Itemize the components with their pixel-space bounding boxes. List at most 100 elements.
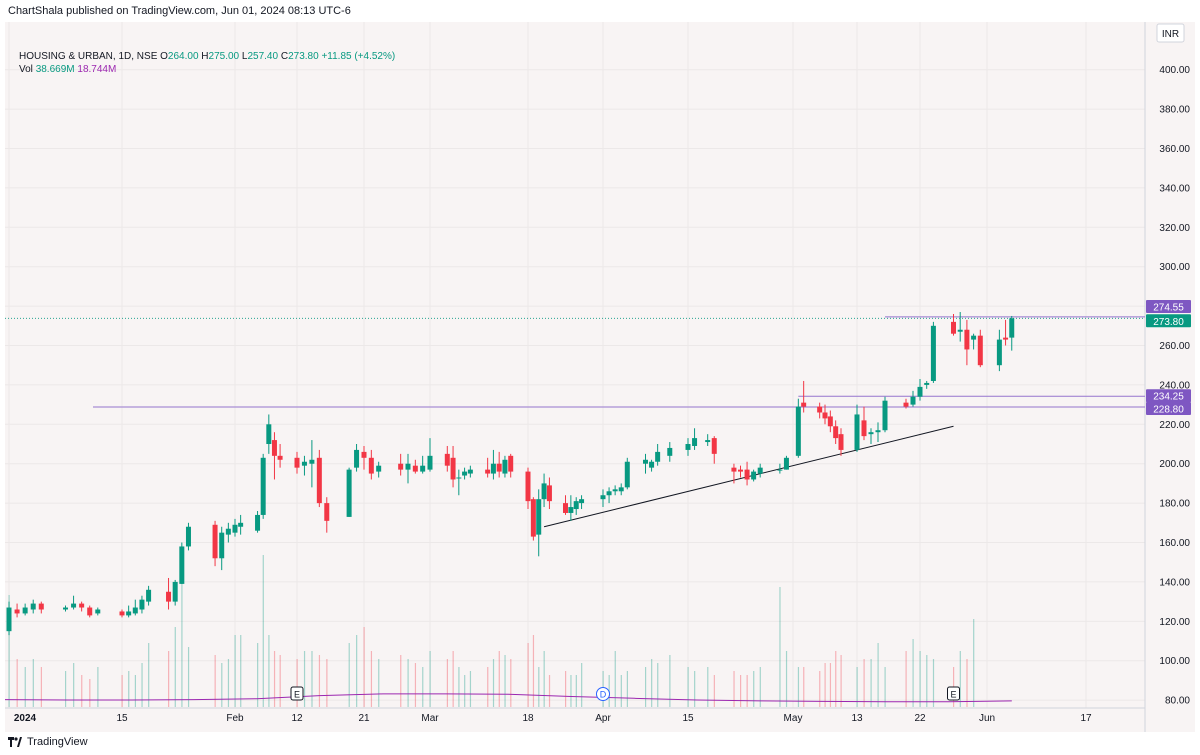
x-tick-label: 13 bbox=[851, 713, 863, 724]
candle-body bbox=[525, 471, 531, 502]
candle-body bbox=[731, 467, 737, 472]
candle-body bbox=[738, 469, 743, 472]
volume-bar bbox=[40, 667, 42, 707]
candle-body bbox=[951, 321, 956, 334]
candle-body bbox=[294, 457, 300, 468]
candle-body bbox=[854, 414, 860, 450]
candle-body bbox=[255, 514, 261, 531]
volume-bar bbox=[548, 675, 551, 707]
plot-area bbox=[5, 22, 1145, 708]
volume-bar bbox=[645, 667, 647, 707]
x-tick-label: 17 bbox=[1080, 713, 1092, 724]
marker-label: E bbox=[950, 690, 956, 700]
volume-bar bbox=[422, 667, 424, 707]
candle-body bbox=[456, 477, 462, 479]
level-tag: 274.55 bbox=[1153, 302, 1184, 313]
volume-bar bbox=[819, 671, 821, 707]
candle-body bbox=[146, 589, 152, 602]
candle-body bbox=[964, 329, 970, 350]
volume-bar bbox=[370, 651, 373, 707]
volume-bar bbox=[326, 659, 328, 707]
candlestick-chart[interactable]: E D E 80.00 100.00 120.00 140.00 160.00 180.00 20… bbox=[5, 22, 1195, 732]
volume-bar bbox=[458, 667, 460, 707]
brand[interactable]: TradingView bbox=[8, 736, 88, 748]
volume-bar bbox=[141, 663, 143, 707]
y-tick-label: 240.00 bbox=[1159, 380, 1190, 391]
candle-body bbox=[530, 499, 536, 537]
candle-body bbox=[971, 335, 977, 340]
candle-body bbox=[79, 603, 85, 608]
volume-bar bbox=[363, 627, 365, 707]
candle-body bbox=[368, 457, 374, 474]
volume-bar bbox=[614, 651, 616, 707]
candle-body bbox=[624, 461, 630, 488]
candle-body bbox=[420, 465, 426, 472]
y-tick-label: 140.00 bbox=[1159, 577, 1190, 588]
candle-body bbox=[490, 463, 496, 474]
candle-body bbox=[861, 420, 867, 437]
volume-bar bbox=[926, 655, 928, 707]
currency-label: INR bbox=[1162, 29, 1179, 40]
volume-bar bbox=[16, 659, 18, 707]
bottom-bar: TradingView bbox=[0, 732, 1200, 755]
candle-body bbox=[185, 526, 191, 547]
candle-body bbox=[917, 386, 923, 397]
candle-body bbox=[777, 469, 783, 471]
last-price-tag: 273.80 bbox=[1153, 317, 1184, 328]
volume-bar bbox=[919, 651, 921, 707]
candle-body bbox=[685, 444, 691, 450]
y-tick-label: 260.00 bbox=[1159, 341, 1190, 352]
candle-body bbox=[502, 459, 508, 474]
volume-bar bbox=[581, 663, 583, 707]
chart-frame[interactable]: HOUSING & URBAN, 1D, NSE O264.00 H275.00… bbox=[5, 22, 1195, 732]
volume-bar bbox=[296, 659, 298, 707]
volume-bar bbox=[400, 655, 402, 707]
candle-body bbox=[316, 457, 322, 504]
candle-body bbox=[95, 609, 101, 614]
candle-body bbox=[132, 607, 138, 614]
candle-body bbox=[667, 447, 673, 456]
volume-bar bbox=[89, 679, 91, 707]
volume-bar bbox=[469, 671, 472, 707]
volume-bar bbox=[356, 635, 358, 707]
ohlc-row: HOUSING & URBAN, 1D, NSE O264.00 H275.00… bbox=[19, 50, 395, 63]
volume-bar bbox=[262, 555, 264, 707]
candle-body bbox=[1009, 318, 1015, 338]
volume-bar bbox=[378, 659, 380, 707]
volume-bar bbox=[959, 651, 961, 707]
candle-body bbox=[309, 459, 315, 464]
volume-row: Vol 38.669M 18.744M bbox=[19, 63, 395, 76]
candle-body bbox=[822, 412, 828, 419]
low-value: 257.40 bbox=[247, 51, 279, 62]
y-tick-label: 200.00 bbox=[1159, 459, 1190, 470]
candle-body bbox=[412, 465, 418, 472]
volume-bar bbox=[452, 651, 454, 707]
candle-body bbox=[910, 396, 916, 405]
volume-bar bbox=[759, 667, 761, 707]
candle-body bbox=[757, 467, 763, 474]
candle-body bbox=[444, 453, 450, 466]
x-tick-label: Mar bbox=[421, 713, 439, 724]
candle-body bbox=[324, 503, 330, 521]
candle-body bbox=[485, 469, 491, 474]
brand-name: TradingView bbox=[27, 736, 88, 748]
candle-body bbox=[817, 406, 823, 413]
volume-bar bbox=[785, 651, 788, 707]
volume-bar bbox=[877, 643, 879, 707]
candle-body bbox=[930, 325, 936, 381]
volume-bar bbox=[446, 659, 448, 707]
volume-bar bbox=[279, 655, 281, 707]
candle-body bbox=[260, 457, 266, 515]
earnings-marker bbox=[290, 686, 304, 701]
volume-bar bbox=[863, 659, 865, 707]
candle-body bbox=[903, 402, 909, 407]
volume-label[interactable]: Vol bbox=[19, 64, 33, 75]
volume-bar bbox=[570, 675, 572, 707]
symbol-label[interactable]: HOUSING & URBAN, 1D, NSE bbox=[19, 51, 158, 62]
volume-bar bbox=[464, 675, 466, 707]
volume-bar bbox=[148, 643, 150, 707]
high-label: H bbox=[201, 51, 209, 62]
level-tag: 228.80 bbox=[1153, 404, 1184, 415]
candle-body bbox=[882, 400, 888, 431]
candle-body bbox=[346, 469, 352, 517]
